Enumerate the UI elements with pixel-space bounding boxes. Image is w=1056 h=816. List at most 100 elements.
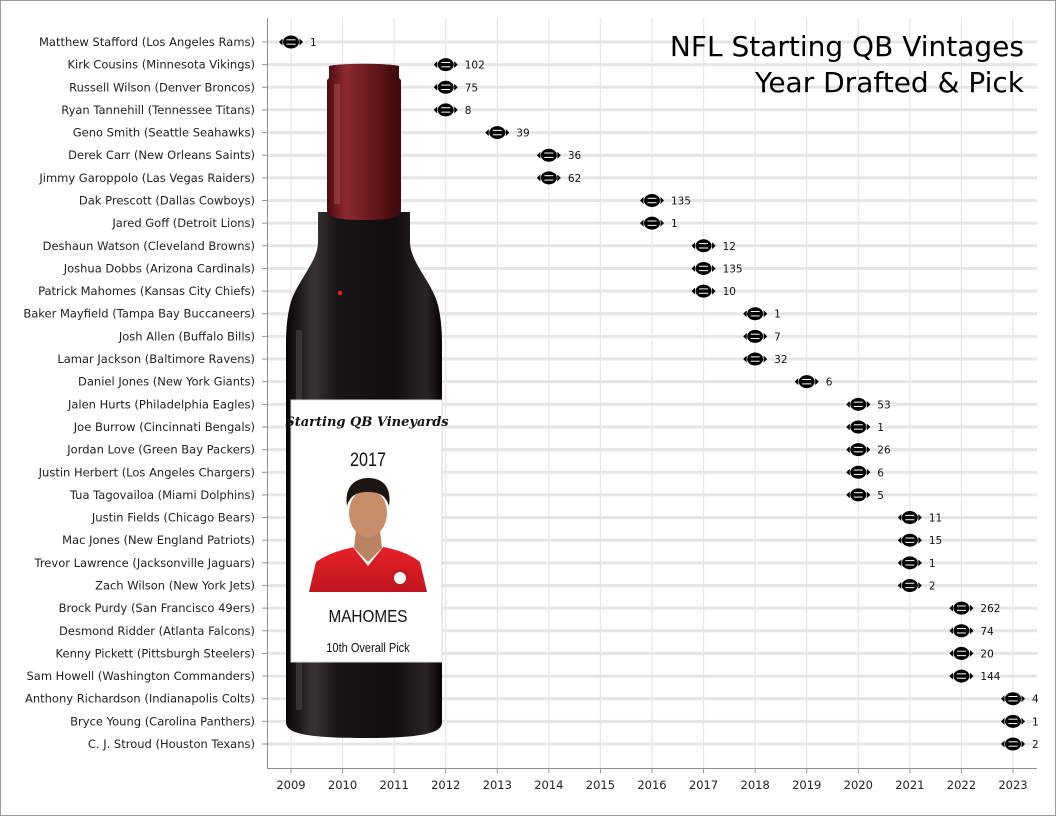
x-tick-label: 2017 (689, 778, 718, 792)
chart-subtitle: Year Drafted & Pick (754, 66, 1024, 99)
y-tick-label: C. J. Stroud (Houston Texans) (88, 737, 255, 751)
y-tick-label: Justin Herbert (Los Angeles Chargers) (38, 465, 255, 479)
y-tick-label: Anthony Richardson (Indianapolis Colts) (25, 692, 255, 706)
pick-data-label: 144 (980, 671, 1000, 683)
y-tick-label: Joe Burrow (Cincinnati Bengals) (73, 420, 255, 434)
pick-data-label: 135 (723, 263, 743, 275)
football-icon (691, 261, 716, 275)
football-icon (743, 329, 768, 343)
pick-data-label: 4 (1032, 694, 1039, 706)
football-icon (1001, 692, 1025, 706)
y-tick-label: Daniel Jones (New York Giants) (78, 375, 255, 389)
y-tick-label: Tua Tagovailoa (Miami Dolphins) (69, 488, 255, 502)
y-axis-labels: Matthew Stafford (Los Angeles Rams) Kirk … (23, 35, 267, 751)
football-icon (536, 171, 561, 185)
football-icon (846, 488, 871, 502)
pick-data-label: 1 (774, 309, 781, 321)
y-tick-label: Mac Jones (New England Patriots) (62, 533, 255, 547)
label-year: 2017 (350, 449, 386, 471)
pick-data-label: 12 (723, 241, 736, 253)
y-tick-label: Sam Howell (Washington Commanders) (26, 669, 255, 683)
pick-data-label: 74 (980, 626, 994, 638)
y-tick-label: Joshua Dobbs (Arizona Cardinals) (63, 261, 255, 275)
football-icon (949, 646, 974, 660)
x-tick-label: 2021 (895, 778, 924, 792)
pick-data-label: 36 (568, 150, 582, 162)
label-pick: 10th Overall Pick (326, 640, 410, 655)
football-icon (691, 284, 716, 298)
football-icon (846, 420, 871, 434)
portrait-neck (354, 530, 382, 562)
pick-data-label: 11 (929, 513, 942, 525)
y-tick-label: Jordan Love (Green Bay Packers) (66, 443, 255, 457)
pick-data-label: 135 (671, 196, 691, 208)
pick-data-label: 102 (465, 60, 485, 72)
y-tick-label: Brock Purdy (San Francisco 49ers) (59, 601, 255, 615)
portrait-face (349, 489, 387, 537)
pick-data-label: 1 (671, 218, 678, 230)
football-icon (640, 216, 664, 230)
pick-data-label: 262 (980, 603, 1000, 615)
pick-data-label: 20 (980, 648, 993, 660)
pick-data-label: 1 (310, 37, 317, 49)
data-points: 1102758393662135112135101732653126651115… (279, 35, 1039, 751)
player-portrait (309, 478, 427, 592)
x-tick-label: 2012 (431, 778, 460, 792)
pick-data-label: 26 (877, 445, 891, 457)
y-tick-label: Lamar Jackson (Baltimore Ravens) (57, 352, 255, 366)
chart-title: NFL Starting QB Vintages (669, 30, 1024, 63)
x-tick-label: 2018 (741, 778, 770, 792)
y-tick-label: Russell Wilson (Denver Broncos) (69, 80, 255, 94)
football-icon (846, 465, 871, 479)
y-tick-label: Baker Mayfield (Tampa Bay Buccaneers) (23, 307, 255, 321)
y-tick-label: Zach Wilson (New York Jets) (95, 578, 255, 592)
football-icon (433, 58, 458, 72)
football-icon (1001, 714, 1025, 728)
football-icon (1001, 737, 1025, 751)
pick-data-label: 32 (774, 354, 787, 366)
portrait-hair (346, 478, 390, 506)
pick-data-label: 8 (465, 105, 472, 117)
football-icon (897, 533, 922, 547)
y-tick-label: Geno Smith (Seattle Seahawks) (73, 126, 255, 140)
portrait-logo-icon (392, 570, 408, 586)
pick-data-label: 1 (929, 558, 936, 570)
x-tick-label: 2023 (998, 778, 1027, 792)
pick-data-label: 6 (877, 467, 884, 479)
x-tick-label: 2009 (276, 778, 305, 792)
y-tick-label: Desmond Ridder (Atlanta Falcons) (59, 624, 255, 638)
y-tick-label: Kirk Cousins (Minnesota Vikings) (68, 58, 255, 72)
bottle-label: Starting QB Vineyards 2017 MAHOMES 10th … (285, 399, 449, 663)
wine-bottle-illustration: Starting QB Vineyards 2017 MAHOMES 10th … (285, 63, 449, 738)
x-tick-label: 2022 (947, 778, 976, 792)
football-icon (846, 397, 871, 411)
y-tick-label: Kenny Pickett (Pittsburgh Steelers) (56, 646, 255, 660)
football-icon (691, 239, 716, 253)
pick-data-label: 10 (723, 286, 736, 298)
football-icon (433, 103, 458, 117)
football-icon (536, 148, 561, 162)
pick-data-label: 53 (877, 399, 890, 411)
football-icon (743, 352, 768, 366)
pick-data-label: 15 (929, 535, 942, 547)
y-tick-label: Deshaun Watson (Cleveland Browns) (43, 239, 255, 253)
pick-data-label: 39 (516, 128, 529, 140)
x-tick-label: 2015 (586, 778, 615, 792)
football-icon (897, 511, 922, 525)
y-tick-label: Dak Prescott (Dallas Cowboys) (79, 194, 255, 208)
football-icon (640, 194, 664, 208)
football-icon (897, 578, 922, 592)
football-icon (846, 443, 871, 457)
football-icon (794, 375, 819, 389)
football-icon (897, 556, 922, 570)
football-icon (949, 669, 974, 683)
football-icon (949, 601, 974, 615)
y-tick-label: Jalen Hurts (Philadelphia Eagles) (67, 397, 255, 411)
pick-data-label: 62 (568, 173, 581, 185)
pick-data-label: 6 (826, 377, 833, 389)
x-tick-label: 2013 (483, 778, 512, 792)
bottle-red-dot (337, 290, 343, 296)
pick-data-label: 2 (1032, 739, 1039, 751)
label-brand: Starting QB Vineyards (285, 415, 449, 430)
